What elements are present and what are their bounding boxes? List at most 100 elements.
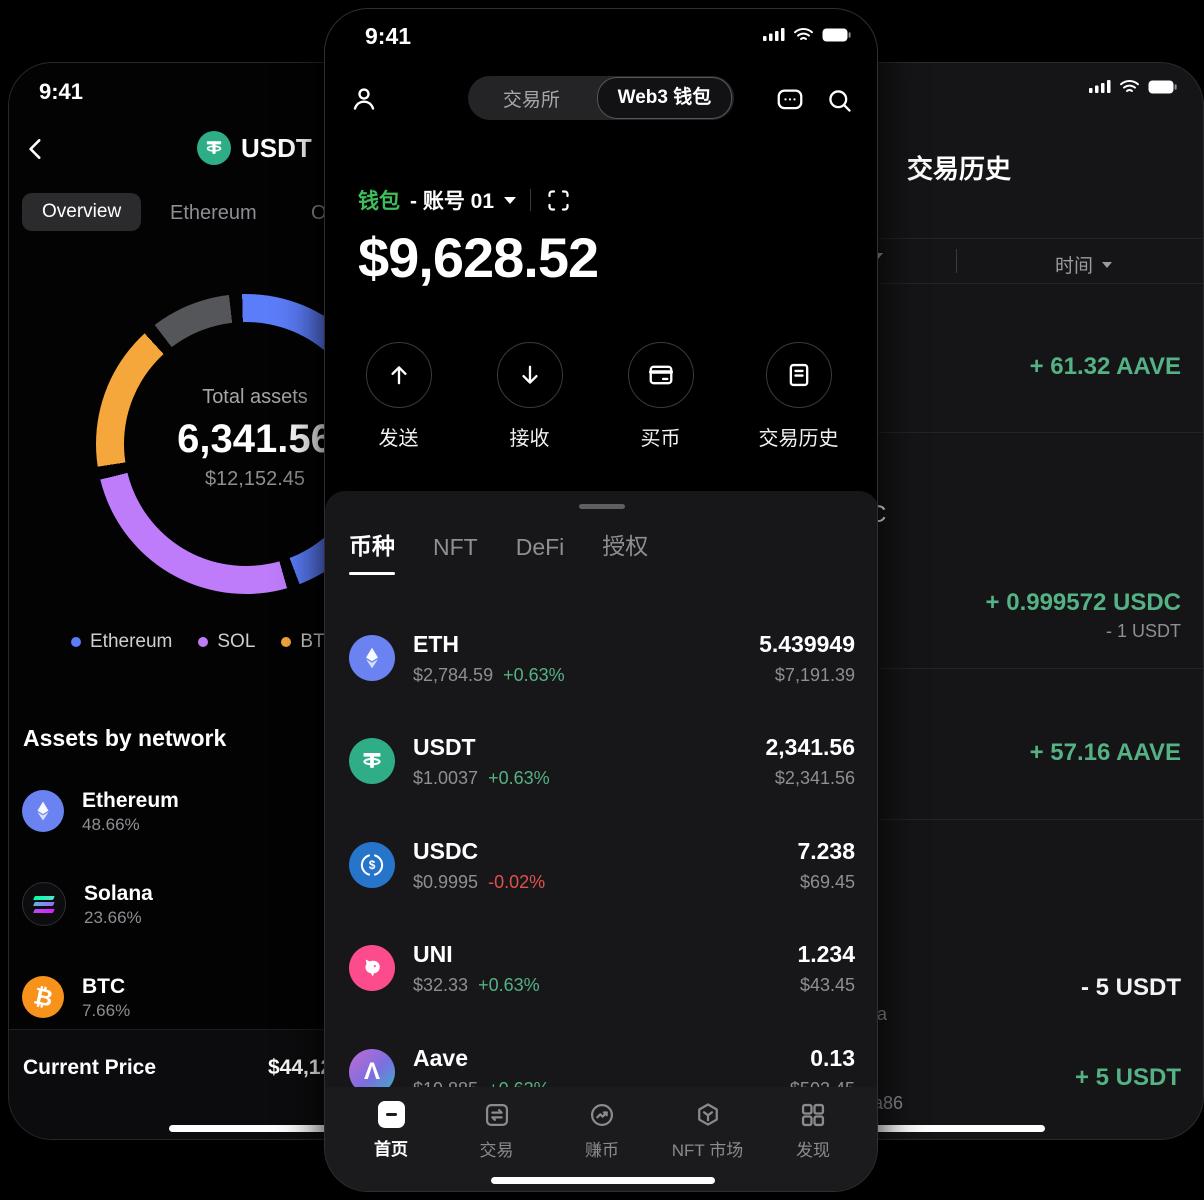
cellular-icon bbox=[1089, 79, 1111, 94]
battery-icon bbox=[822, 28, 851, 42]
section-title-assets-by-network: Assets by network bbox=[23, 725, 227, 751]
profile-button[interactable] bbox=[349, 84, 379, 114]
total-assets-value: 6,341.56 bbox=[177, 417, 333, 461]
uni-icon bbox=[349, 945, 395, 991]
bottom-nav: 首页 交易 赚币 NFT 市场 bbox=[325, 1087, 877, 1191]
usdt-icon bbox=[349, 738, 395, 784]
divider bbox=[717, 668, 1203, 669]
transaction-secondary-amount: - 1 USDT bbox=[1105, 621, 1181, 641]
divider bbox=[530, 189, 532, 211]
btc-icon: ₿ bbox=[22, 976, 64, 1018]
solana-icon bbox=[22, 882, 66, 926]
wifi-icon bbox=[793, 27, 814, 42]
change-percent: +0.63% bbox=[478, 974, 540, 995]
wifi-icon bbox=[1119, 79, 1140, 94]
scan-button[interactable] bbox=[545, 187, 572, 214]
chevron-down-icon bbox=[1102, 261, 1113, 268]
back-button[interactable] bbox=[23, 135, 49, 163]
history-button[interactable]: 交易历史 bbox=[759, 342, 839, 451]
home-indicator[interactable] bbox=[169, 1125, 409, 1132]
transaction-amount[interactable]: + 0.999572 USDC bbox=[985, 589, 1181, 616]
change-percent: -0.02% bbox=[488, 871, 546, 892]
buy-crypto-button[interactable]: 买币 bbox=[627, 342, 694, 451]
tab-overview[interactable]: Overview bbox=[22, 193, 142, 231]
page-title: USDT bbox=[197, 131, 312, 165]
legend-dot-blue bbox=[71, 637, 81, 647]
nav-home[interactable]: 首页 bbox=[347, 1087, 435, 1191]
action-buttons: 发送 接收 买币 交易历史 bbox=[333, 342, 871, 451]
status-icons bbox=[763, 27, 851, 42]
svg-text:$: $ bbox=[369, 858, 376, 872]
segmented-control: 交易所 Web3 钱包 bbox=[468, 76, 734, 120]
total-assets-fiat: $12,152.45 bbox=[204, 468, 306, 490]
arrow-up-icon bbox=[365, 342, 432, 408]
current-price-label: Current Price bbox=[23, 1056, 157, 1079]
usdt-icon bbox=[197, 131, 231, 165]
cellular-icon bbox=[763, 27, 785, 42]
token-row-uni[interactable]: UNI $32.33 +0.63% 1.234 $43.45 bbox=[349, 920, 855, 1016]
center-phone: 9:41 交易所 Web3 钱包 钱包 - 账号 01 bbox=[324, 8, 878, 1192]
search-button[interactable] bbox=[825, 86, 854, 115]
qr-scan-icon bbox=[545, 187, 572, 214]
nav-trade[interactable]: 交易 bbox=[453, 1087, 541, 1191]
divider bbox=[717, 432, 1203, 433]
total-balance: $9,628.52 bbox=[358, 226, 599, 289]
segment-exchange[interactable]: 交易所 bbox=[502, 89, 560, 111]
token-row-eth[interactable]: ETH $2,784.59 +0.63% 5.439949 $7,191.39 bbox=[349, 610, 855, 706]
divider bbox=[717, 819, 1203, 820]
tab-approvals[interactable]: 授权 bbox=[602, 533, 649, 559]
legend-sol: SOL bbox=[198, 631, 255, 653]
token-title: USDT bbox=[241, 132, 312, 163]
change-percent: +0.63% bbox=[488, 767, 550, 788]
divider bbox=[717, 283, 1203, 284]
usdc-icon: $ bbox=[349, 842, 395, 888]
hidden-filter-caret-icon[interactable] bbox=[873, 253, 883, 259]
home-icon bbox=[377, 1101, 405, 1128]
tab-clipped[interactable]: O bbox=[311, 202, 327, 224]
transaction-amount[interactable]: + 61.32 AAVE bbox=[1029, 353, 1181, 380]
token-row-usdt[interactable]: USDT $1.0037 +0.63% 2,341.56 $2,341.56 bbox=[349, 713, 855, 809]
home-indicator[interactable] bbox=[817, 1125, 1045, 1132]
chat-button[interactable] bbox=[774, 85, 806, 115]
network-row-solana[interactable]: Solana 23.66% bbox=[22, 872, 542, 936]
transaction-amount[interactable]: + 5 USDT bbox=[1074, 1064, 1181, 1091]
segment-web3-wallet[interactable]: Web3 钱包 bbox=[596, 77, 732, 119]
current-price-value: $44,12 bbox=[268, 1056, 333, 1079]
time-filter[interactable]: 时间 bbox=[1055, 251, 1113, 278]
drag-handle[interactable] bbox=[579, 504, 625, 509]
token-row-usdc[interactable]: $ USDC $0.9995 -0.02% 7.238 $69.45 bbox=[349, 817, 855, 913]
page-title-transaction-history: 交易历史 bbox=[907, 154, 1012, 184]
send-button[interactable]: 发送 bbox=[365, 342, 432, 451]
status-time: 9:41 bbox=[365, 23, 412, 49]
tab-coins[interactable]: 币种 bbox=[349, 527, 395, 575]
chevron-down-icon bbox=[504, 196, 517, 204]
status-icons bbox=[1089, 79, 1177, 94]
network-row-btc[interactable]: ₿ BTC 7.66% bbox=[22, 965, 542, 1029]
tab-nft[interactable]: NFT bbox=[433, 534, 478, 560]
ethereum-icon bbox=[22, 790, 64, 832]
home-indicator[interactable] bbox=[491, 1177, 715, 1184]
account-selector[interactable]: 钱包 - 账号 01 bbox=[358, 185, 572, 215]
nav-earn[interactable]: 赚币 bbox=[558, 1087, 646, 1191]
tab-defi[interactable]: DeFi bbox=[515, 534, 565, 560]
wallet-label: 钱包 bbox=[358, 190, 400, 213]
assets-sheet: 币种 NFT DeFi 授权 ETH $2,784.59 +0.63% 5.439… bbox=[325, 491, 877, 1099]
receive-button[interactable]: 接收 bbox=[496, 342, 563, 451]
tab-ethereum[interactable]: Ethereum bbox=[170, 202, 257, 224]
nav-discover[interactable]: 发现 bbox=[769, 1087, 857, 1191]
network-row-ethereum[interactable]: Ethereum 48.66% bbox=[22, 779, 542, 843]
discover-grid-icon bbox=[799, 1101, 827, 1129]
nav-nft-market[interactable]: NFT 市场 bbox=[664, 1087, 752, 1191]
transaction-amount[interactable]: + 57.16 AAVE bbox=[1029, 739, 1181, 766]
chat-icon bbox=[774, 85, 806, 115]
transaction-amount[interactable]: - 5 USDT bbox=[1080, 974, 1181, 1001]
sheet-tabs: 币种 NFT DeFi 授权 bbox=[349, 527, 648, 575]
nft-hexagon-icon bbox=[694, 1101, 722, 1129]
legend-ethereum: Ethereum bbox=[71, 631, 172, 653]
card-icon bbox=[627, 342, 694, 408]
chart-legend: Ethereum SOL BTC bbox=[71, 631, 338, 653]
earn-icon bbox=[588, 1101, 616, 1129]
filter-separator bbox=[956, 249, 957, 273]
chevron-left-icon bbox=[23, 135, 49, 163]
